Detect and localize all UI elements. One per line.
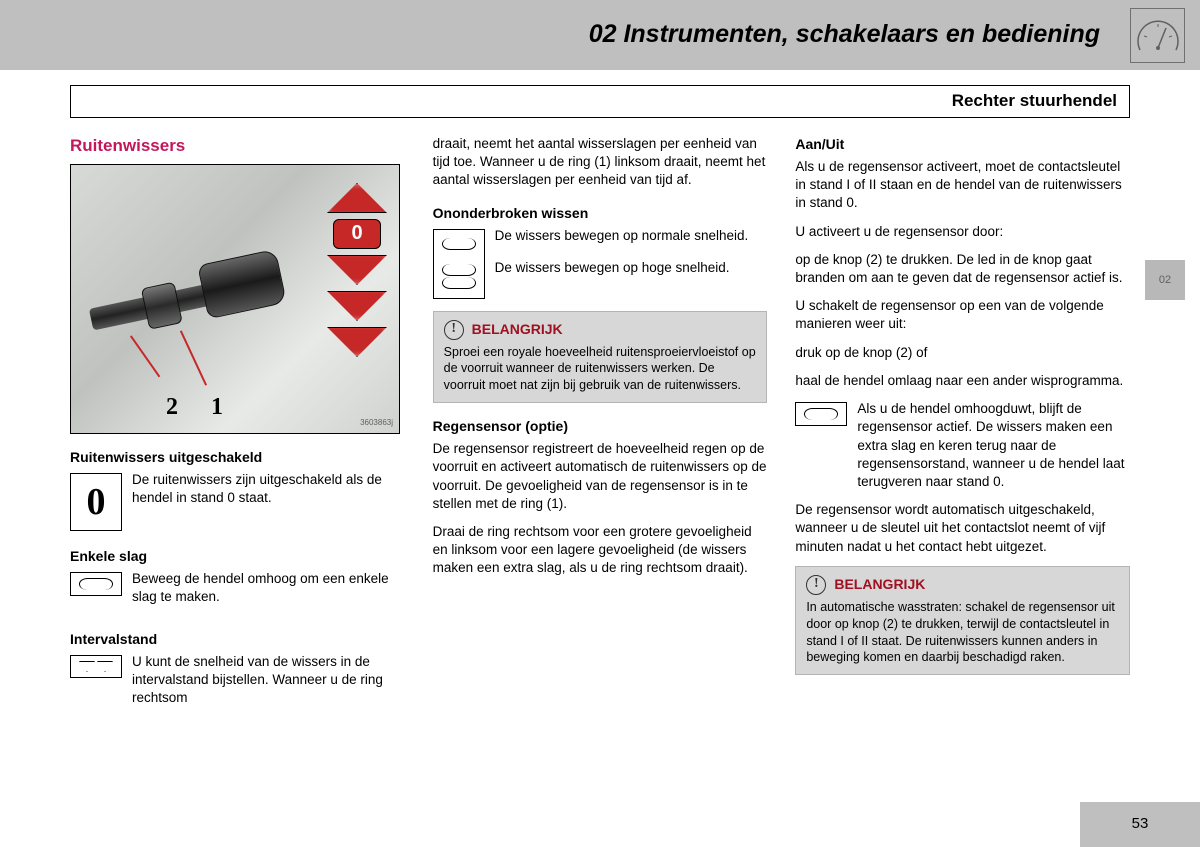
column-1: Ruitenwissers 0 2 1 3603863j Ruitenwisse… <box>70 135 405 792</box>
arrow-down-icon <box>327 255 387 285</box>
heading-ononderbroken: Ononderbroken wissen <box>433 204 768 223</box>
page-number: 53 <box>1080 802 1200 847</box>
warning-icon: ! <box>444 320 464 340</box>
note-body: In automatische wasstraten: schakel de r… <box>806 599 1119 667</box>
column-2: draait, neemt het aantal wisserslagen pe… <box>433 135 768 792</box>
heading-uitgeschakeld: Ruitenwissers uitgeschakeld <box>70 448 405 467</box>
text-aanuit4: U schakelt de regensensor op een van de … <box>795 297 1130 333</box>
text-cont1: draait, neemt het aantal wisserslagen pe… <box>433 135 768 190</box>
important-note-1: ! BELANGRIJK Sproei een royale hoeveelhe… <box>433 311 768 404</box>
figure-code: 3603863j <box>360 418 393 429</box>
chapter-title: 02 Instrumenten, schakelaars en bedienin… <box>589 18 1100 52</box>
heading-aanuit: Aan/Uit <box>795 135 1130 154</box>
arrow-stack: 0 <box>327 183 387 357</box>
column-3: Aan/Uit Als u de regensensor activeert, … <box>795 135 1130 792</box>
text-aanuit5: druk op de knop (2) of <box>795 344 1130 362</box>
heading-ruitenwissers: Ruitenwissers <box>70 135 405 158</box>
header-band: 02 Instrumenten, schakelaars en bedienin… <box>0 0 1200 70</box>
text-hoge: De wissers bewegen op hoge snelheid. <box>495 259 768 277</box>
callout-1: 1 <box>211 391 223 423</box>
warning-icon: ! <box>806 575 826 595</box>
text-enkele: Beweeg de hendel omhoog om een enkele sl… <box>132 570 405 606</box>
continuous-wipe-icon <box>433 229 485 299</box>
wiper-lever-figure: 0 2 1 3603863j <box>70 164 400 434</box>
text-interval: U kunt de snelheid van de wissers in de … <box>132 653 405 708</box>
text-regensensor1: De regensensor registreert de hoeveelhei… <box>433 440 768 513</box>
text-aanuit2: U activeert u de regensensor door: <box>795 223 1130 241</box>
text-aanuit3: op de knop (2) te drukken. De led in de … <box>795 251 1130 287</box>
section-title: Rechter stuurhendel <box>70 85 1130 118</box>
text-aanuit7: Als u de hendel omhoogduwt, blijft de re… <box>857 400 1130 491</box>
heading-enkele: Enkele slag <box>70 547 405 566</box>
note-title: BELANGRIJK <box>834 575 925 594</box>
gauge-icon <box>1130 8 1185 63</box>
callout-2: 2 <box>166 391 178 423</box>
content-grid: Ruitenwissers 0 2 1 3603863j Ruitenwisse… <box>70 135 1130 792</box>
text-uitgeschakeld: De ruitenwissers zijn uitgeschakeld als … <box>132 471 405 507</box>
note-title: BELANGRIJK <box>472 320 563 339</box>
arrow-down-icon <box>327 327 387 357</box>
side-tab: 02 <box>1145 260 1185 300</box>
sweep-up-icon <box>795 402 847 426</box>
heading-regensensor: Regensensor (optie) <box>433 417 768 436</box>
arrow-up-icon <box>327 183 387 213</box>
text-aanuit8: De regensensor wordt automatisch uitgesc… <box>795 501 1130 556</box>
text-aanuit6: haal de hendel omlaag naar een ander wis… <box>795 372 1130 390</box>
interval-icon <box>70 655 122 678</box>
important-note-2: ! BELANGRIJK In automatische wasstraten:… <box>795 566 1130 676</box>
text-aanuit1: Als u de regensensor activeert, moet de … <box>795 158 1130 213</box>
single-sweep-icon <box>70 572 122 596</box>
zero-badge-icon: 0 <box>333 219 381 249</box>
heading-interval: Intervalstand <box>70 630 405 649</box>
note-body: Sproei een royale hoeveelheid ruitenspro… <box>444 344 757 395</box>
arrow-down-icon <box>327 291 387 321</box>
text-regensensor2: Draai de ring rechtsom voor een grotere … <box>433 523 768 578</box>
text-normaal: De wissers bewegen op normale snelheid. <box>495 227 768 245</box>
zero-position-icon: 0 <box>70 473 122 531</box>
